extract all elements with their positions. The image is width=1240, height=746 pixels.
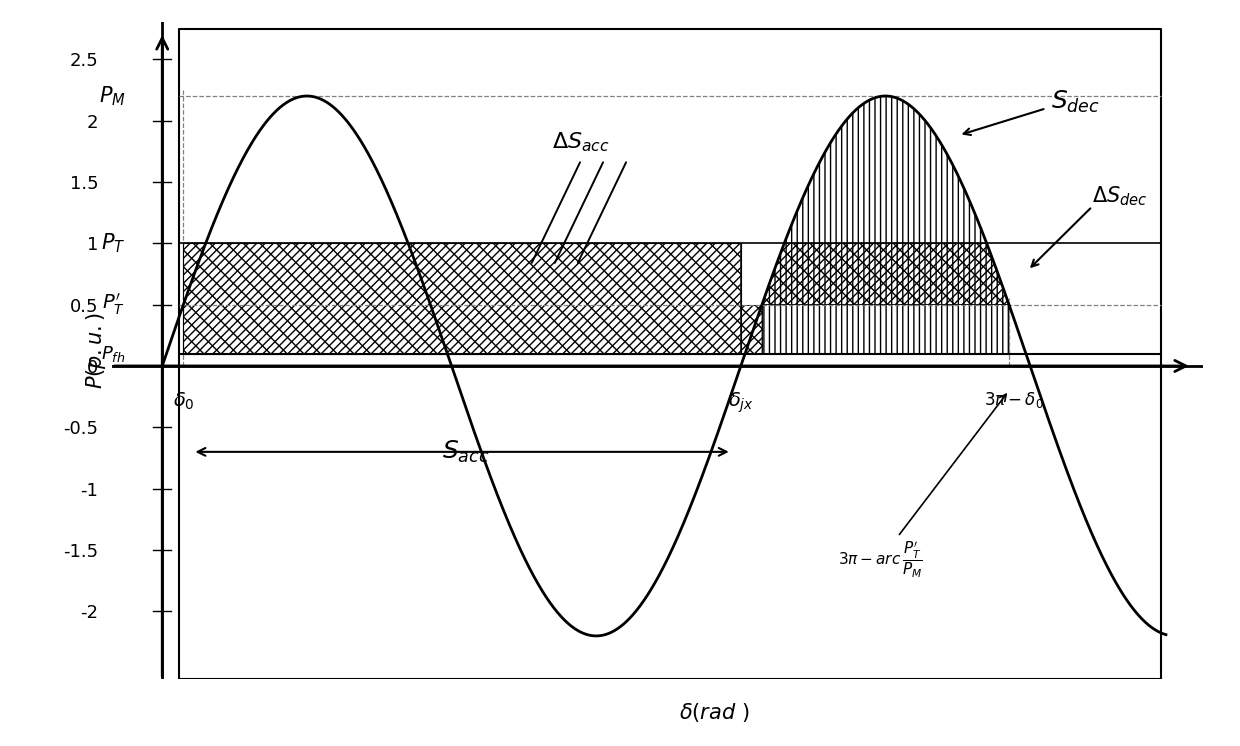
Text: $P_M$: $P_M$ (99, 84, 125, 108)
Text: $3\pi-arc\,\dfrac{P_T'}{P_M}$: $3\pi-arc\,\dfrac{P_T'}{P_M}$ (838, 394, 1006, 580)
Text: $\delta_0$: $\delta_0$ (172, 390, 195, 412)
Text: $\Delta S_{acc}$: $\Delta S_{acc}$ (552, 131, 610, 154)
Text: $S_{dec}$: $S_{dec}$ (1050, 89, 1100, 115)
Text: $P_{fh}$: $P_{fh}$ (100, 344, 125, 364)
Text: $\delta(rad\ )$: $\delta(rad\ )$ (680, 701, 750, 724)
Text: $\delta_{jx}$: $\delta_{jx}$ (728, 390, 754, 415)
Text: $\Delta S_{dec}$: $\Delta S_{dec}$ (1092, 185, 1148, 208)
Text: $S_{acc}$: $S_{acc}$ (443, 439, 490, 465)
Text: $P_T'$: $P_T'$ (103, 292, 125, 317)
Text: $P_T$: $P_T$ (100, 231, 125, 255)
Text: $P(p.u.)$: $P(p.u.)$ (84, 312, 108, 389)
Text: $3\pi-\delta_0$: $3\pi-\delta_0$ (983, 390, 1044, 410)
